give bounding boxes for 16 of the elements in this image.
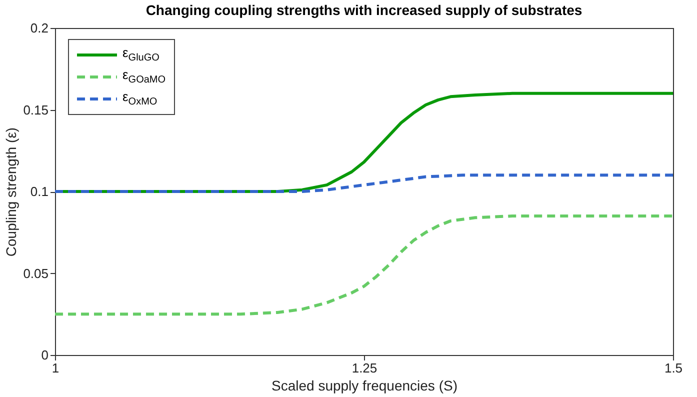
x-tick-label: 1.5 <box>664 360 683 376</box>
chart-title: Changing coupling strengths with increased supply of substrates <box>146 2 582 18</box>
line-series <box>55 214 673 316</box>
y-tick-label: 0.05 <box>23 266 48 281</box>
x-axis-title: Scaled supply frequencies (S) <box>272 378 458 394</box>
x-tick-label: 1 <box>52 360 60 376</box>
y-tick-label: 0.15 <box>23 102 48 118</box>
legend-label: ε$_{GluGO}$ <box>122 45 160 64</box>
x-tick-label: 1.25 <box>352 360 378 376</box>
y-tick-label: 0.2 <box>30 20 48 36</box>
line-series <box>55 174 673 193</box>
y-tick-label: 0 <box>41 348 48 362</box>
legend-label: ε$_{OxMO}$ <box>122 89 158 108</box>
y-tick-label: 0.1 <box>30 184 48 199</box>
legend-label: ε$_{GOaMO}$ <box>122 67 166 86</box>
y-axis-title: Coupling strength (ε) <box>3 127 20 257</box>
